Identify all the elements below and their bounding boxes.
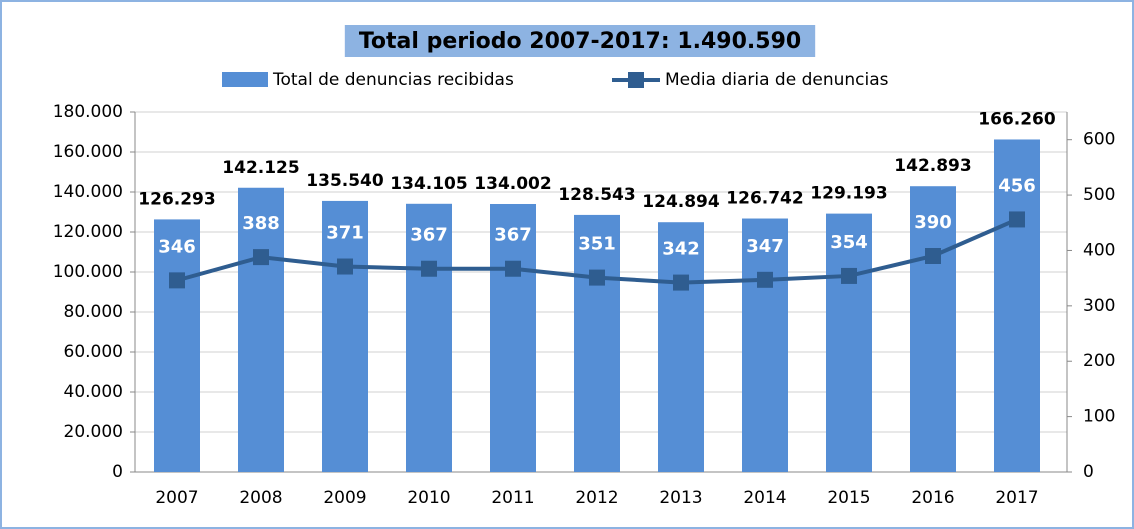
y2-tick-label: 100 (1083, 407, 1115, 427)
bar (742, 218, 788, 472)
bar (322, 200, 368, 473)
y-tick-label: 180.000 (53, 102, 123, 122)
x-tick-label: 2011 (491, 488, 534, 508)
bar-value-label: 128.543 (558, 185, 635, 205)
line-marker (337, 258, 353, 275)
line-value-label: 351 (578, 234, 616, 255)
bar-value-label: 142.125 (222, 158, 299, 178)
bar (994, 139, 1040, 473)
line-marker (673, 274, 689, 291)
x-tick-label: 2013 (659, 488, 702, 508)
bar-value-label: 126.293 (138, 189, 215, 209)
line-marker (841, 267, 857, 284)
y-tick-label: 80.000 (64, 302, 123, 322)
x-tick-label: 2008 (239, 488, 282, 508)
y2-tick-label: 500 (1083, 185, 1115, 205)
line-value-label: 390 (914, 212, 952, 233)
line-value-label: 388 (242, 213, 280, 234)
bar (238, 187, 284, 472)
bar-value-label: 135.540 (306, 171, 384, 191)
line-value-label: 371 (326, 223, 364, 244)
line-marker (169, 272, 185, 289)
line-marker (589, 269, 605, 286)
line-value-label: 346 (158, 236, 196, 257)
y2-tick-label: 0 (1083, 462, 1094, 482)
line-value-label: 347 (746, 236, 784, 257)
y2-tick-label: 600 (1083, 130, 1115, 150)
x-tick-label: 2009 (323, 488, 366, 508)
bar-value-label: 134.105 (390, 174, 467, 194)
line-value-label: 456 (998, 175, 1036, 196)
bar-value-label: 134.002 (474, 174, 551, 194)
bar (658, 222, 704, 472)
y-tick-label: 60.000 (64, 342, 123, 362)
bar-value-label: 142.893 (894, 156, 971, 176)
bar (574, 214, 620, 472)
bar (490, 203, 536, 472)
line-value-label: 354 (830, 232, 868, 253)
line-marker (505, 260, 521, 277)
y-tick-label: 100.000 (53, 262, 123, 282)
bar-value-label: 129.193 (810, 184, 887, 204)
bar (826, 213, 872, 472)
legend-label: Media diaria de denuncias (665, 70, 889, 90)
line-marker (757, 271, 773, 288)
line-marker (421, 260, 437, 277)
y2-tick-label: 400 (1083, 240, 1115, 260)
y-tick-label: 0 (112, 462, 123, 482)
line-value-label: 367 (410, 225, 448, 246)
bar (910, 186, 956, 473)
bar-value-label: 166.260 (978, 109, 1056, 129)
bar-value-label: 124.894 (642, 192, 720, 212)
line-value-label: 342 (662, 239, 700, 260)
legend-marker (628, 72, 644, 88)
line-marker (1009, 211, 1025, 228)
line-value-label: 367 (494, 225, 532, 246)
x-tick-label: 2010 (407, 488, 450, 508)
y-tick-label: 140.000 (53, 182, 123, 202)
y-tick-label: 160.000 (53, 142, 123, 162)
x-tick-label: 2016 (911, 488, 954, 508)
x-tick-label: 2017 (995, 488, 1038, 508)
x-tick-label: 2012 (575, 488, 618, 508)
legend-label: Total de denuncias recibidas (272, 70, 514, 90)
line-marker (925, 248, 941, 264)
legend-swatch (222, 72, 268, 87)
y2-tick-label: 300 (1083, 296, 1115, 316)
x-tick-label: 2015 (827, 488, 870, 508)
bar (406, 203, 452, 473)
line-marker (253, 249, 269, 266)
chart-title: Total periodo 2007-2017: 1.490.590 (359, 29, 801, 54)
title-background (344, 25, 816, 57)
y-tick-label: 120.000 (53, 222, 123, 242)
bar (154, 219, 200, 472)
x-tick-label: 2007 (155, 488, 198, 508)
y-tick-label: 40.000 (64, 382, 123, 402)
y-tick-label: 20.000 (64, 422, 123, 442)
x-tick-label: 2014 (743, 488, 786, 508)
bar-value-label: 126.742 (726, 189, 803, 209)
y2-tick-label: 200 (1083, 351, 1115, 371)
